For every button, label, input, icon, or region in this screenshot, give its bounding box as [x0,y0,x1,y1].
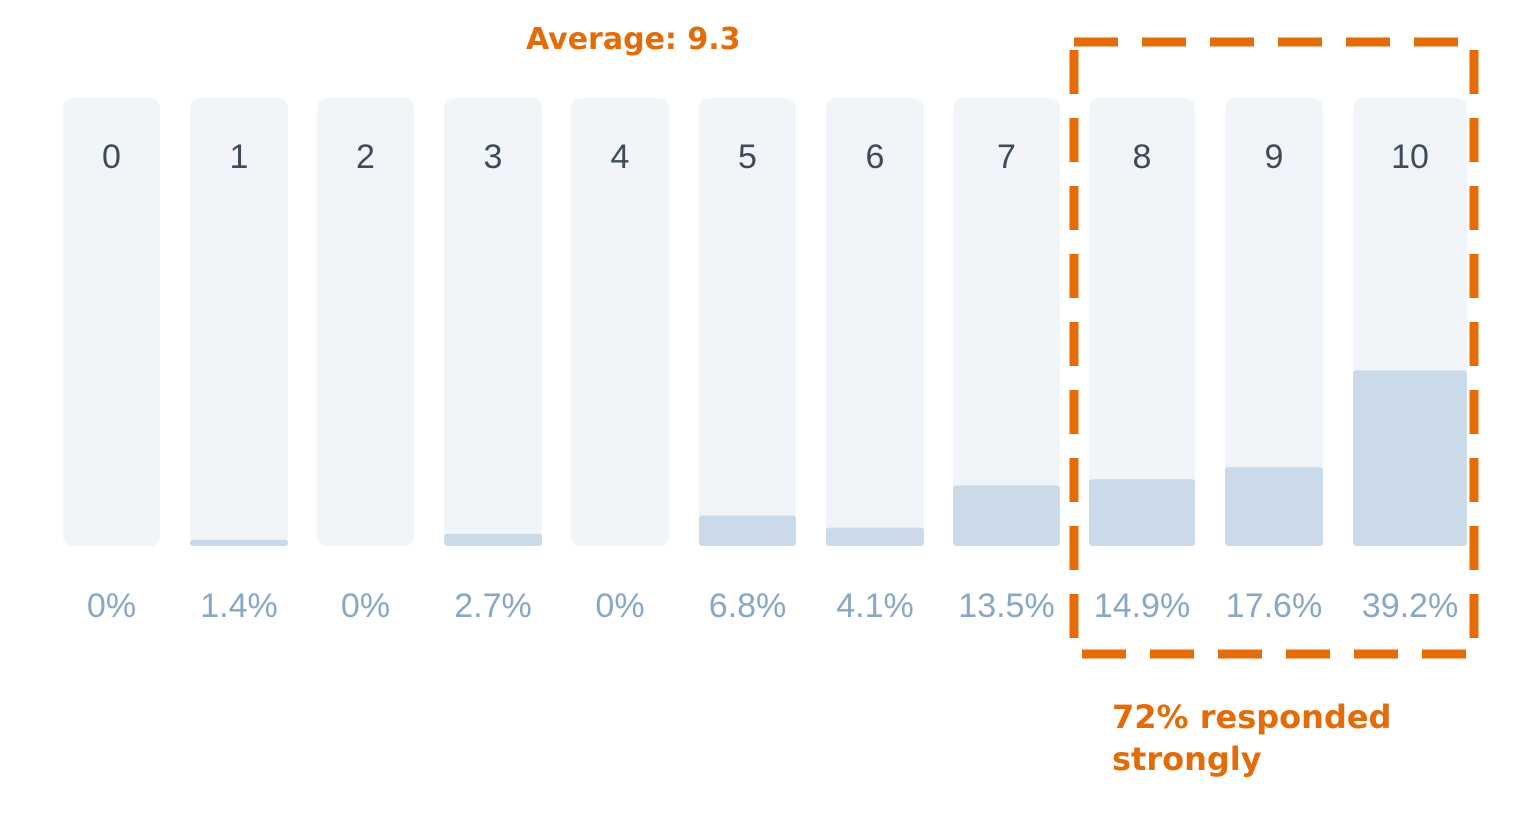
category-label: 9 [1265,138,1284,176]
bar [826,527,924,546]
bar-track [826,98,924,546]
bars-layer: 0 0% 1 1.4% 2 0% 3 2.7% 4 0% 5 6.8% 6 4.1% 7 13.5% 8 14.9… [63,98,1467,625]
value-label: 1.4% [200,587,278,625]
bar-track [444,98,542,546]
category-label: 10 [1391,138,1429,176]
bar [190,539,288,546]
category-label: 2 [356,138,375,176]
value-label: 4.1% [836,587,914,625]
bar-track [1089,98,1195,546]
callout-line-2: strongly [1112,740,1262,778]
value-label: 39.2% [1362,587,1458,625]
bar [444,533,542,546]
category-label: 1 [230,138,249,176]
callout-annotation: 72% responded strongly [1112,696,1442,780]
value-label: 0% [87,587,136,625]
category-label: 5 [738,138,757,176]
callout-line-1: 72% responded [1112,698,1392,736]
value-label: 6.8% [709,587,787,625]
value-label: 0% [595,587,644,625]
bar [1353,370,1467,546]
category-label: 8 [1133,138,1152,176]
category-label: 6 [866,138,885,176]
bar [1089,479,1195,546]
bar [1225,467,1323,546]
bar-track [571,98,669,546]
bar-track [699,98,796,546]
value-label: 0% [341,587,390,625]
bar-track [953,98,1060,546]
category-label: 7 [997,138,1016,176]
bar-track [63,98,160,546]
highlight-box [1069,37,1479,659]
category-label: 3 [484,138,503,176]
value-label: 2.7% [454,587,532,625]
bar-track [317,98,414,546]
bar [699,515,796,546]
value-label: 17.6% [1226,587,1322,625]
bar [953,485,1060,546]
value-label: 14.9% [1094,587,1190,625]
bar-track [1225,98,1323,546]
average-annotation: Average: 9.3 [526,22,741,57]
bar-track [190,98,288,546]
category-label: 4 [611,138,630,176]
category-label: 0 [102,138,121,176]
value-label: 13.5% [958,587,1054,625]
